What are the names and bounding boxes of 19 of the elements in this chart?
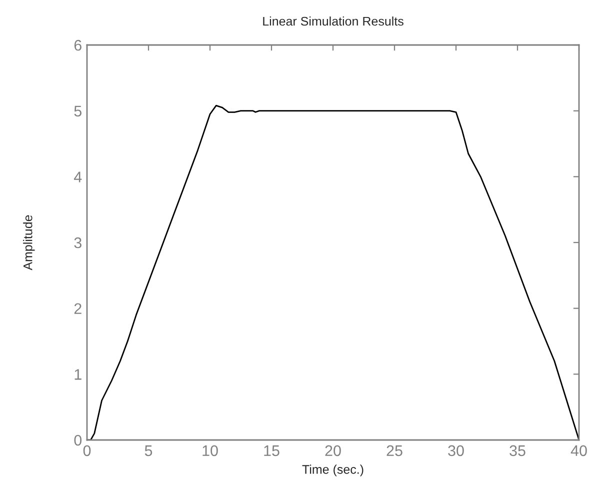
x-tick-label: 15 [264, 445, 280, 456]
x-tick-label: 35 [510, 445, 526, 456]
y-tick-label: 2 [74, 303, 82, 314]
x-tick-label: 10 [202, 445, 218, 456]
y-tick-label: 3 [74, 237, 82, 248]
y-tick-label: 6 [74, 40, 82, 51]
x-tick-label: 25 [386, 445, 402, 456]
y-tick-label: 4 [74, 172, 82, 182]
y-tick-label: 0 [74, 434, 82, 446]
x-axis-title: Time (sec.) [302, 464, 364, 476]
y-tick-label: 5 [74, 106, 82, 117]
x-tick-label: 30 [448, 445, 464, 456]
chart-title: Linear Simulation Results [263, 16, 404, 26]
y-tick-label: 1 [74, 369, 82, 380]
y-axis-title: Amplitude [23, 215, 35, 270]
x-tick-label: 20 [325, 445, 341, 456]
x-tick-label: 0 [83, 445, 91, 456]
x-tick-label: 5 [144, 445, 152, 456]
x-tick-label: 40 [570, 445, 587, 456]
